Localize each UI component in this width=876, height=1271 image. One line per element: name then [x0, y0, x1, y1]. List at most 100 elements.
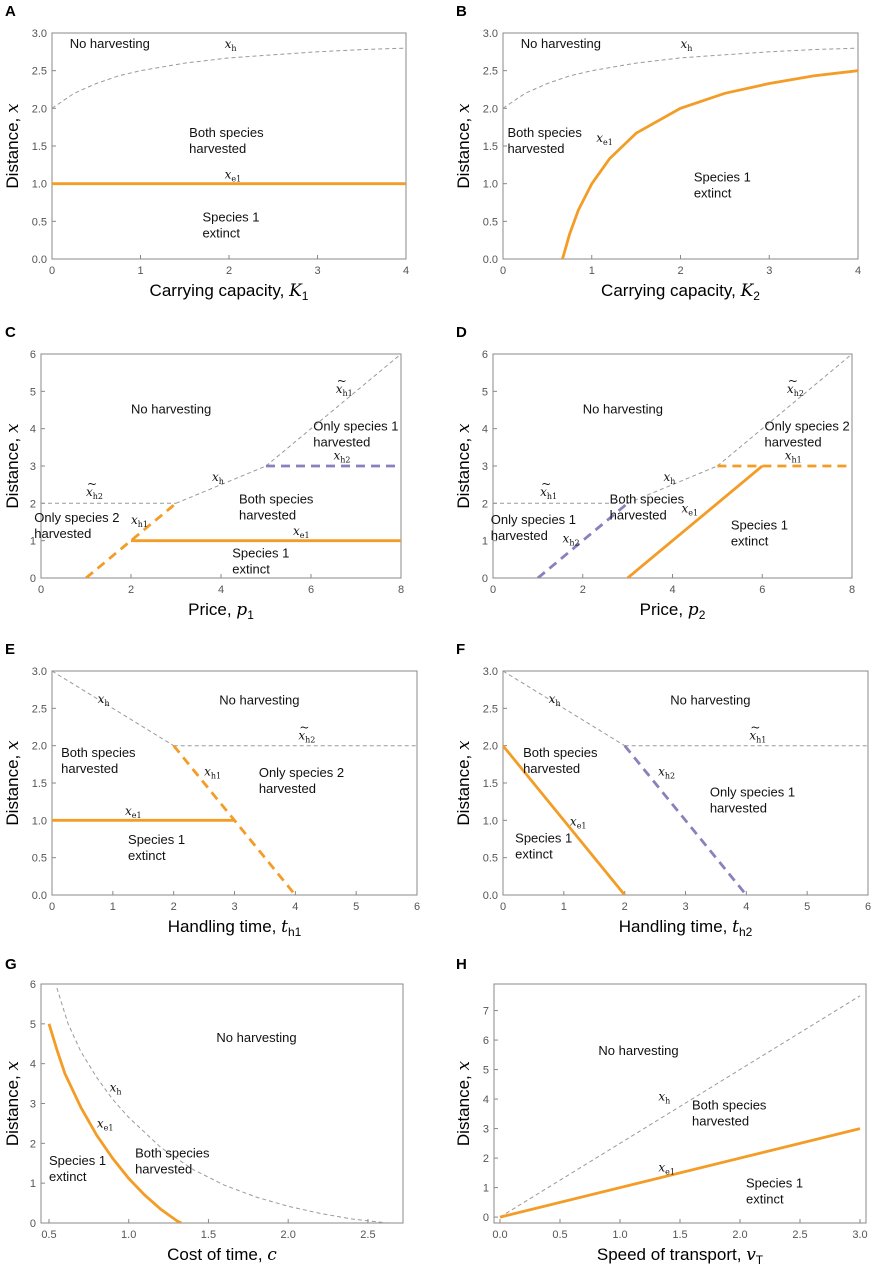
x-tick-label: 0.0: [492, 1229, 507, 1241]
curve-label-e1: xe1: [681, 502, 698, 518]
x-tick-label: 8: [398, 584, 404, 596]
y-tick-label: 2.0: [483, 103, 498, 115]
x-tick-label: 1: [561, 901, 567, 913]
curve-label-h2: xh2: [658, 765, 675, 781]
x-tick-label: 5: [353, 901, 359, 913]
x-tick-label: 0: [500, 901, 506, 913]
x-tick-label: 2: [622, 901, 628, 913]
y-tick-label: 3.0: [483, 28, 498, 40]
curve-label-e1: xe1: [293, 524, 310, 540]
x-tick-label: 0.5: [552, 1229, 567, 1241]
region-label: Both species harvested: [610, 491, 685, 522]
y-tick-label: 1: [483, 1183, 489, 1195]
series-x-h: [52, 671, 174, 747]
y-tick-label: 2.5: [32, 703, 47, 715]
y-axis-label: Distance, x: [3, 1061, 23, 1147]
x-tick-label: 4: [403, 265, 409, 277]
x-axis-label: Cost of time, c: [167, 1245, 277, 1265]
x-tick-label: 3: [314, 265, 320, 277]
x-axis-label: Price, p2: [640, 600, 706, 622]
curve-label-e1: xe1: [596, 131, 613, 147]
curve-label-e1: xe1: [125, 804, 142, 820]
y-tick-label: 1: [30, 1178, 36, 1190]
region-label: Both species harvested: [61, 745, 136, 776]
y-tick-label: 0.5: [483, 853, 498, 865]
y-tick-label: 0: [30, 1218, 36, 1230]
curve-label-h1-tilde: ~: [541, 477, 551, 491]
curve-label-e1: xe1: [225, 167, 242, 183]
curve-label-h1: xh1: [785, 449, 802, 465]
y-tick-label: 3: [482, 461, 488, 473]
series-x-h1: [85, 502, 177, 578]
x-tick-label: 0: [49, 901, 55, 913]
x-tick-label: 0: [49, 265, 55, 277]
x-tick-label: 2: [677, 265, 683, 277]
y-tick-label: 2.0: [32, 741, 47, 753]
y-tick-label: 0.0: [483, 890, 498, 902]
y-tick-label: 2.0: [32, 103, 47, 115]
plot-frame: [40, 983, 404, 1224]
region-label: Only species 1 harvested: [313, 419, 398, 450]
region-label: Species 1 extinct: [49, 1153, 106, 1184]
y-tick-label: 3: [483, 1124, 489, 1136]
y-tick-label: 0.5: [32, 216, 47, 228]
y-tick-label: 1.0: [483, 815, 498, 827]
x-axis-label: Carrying capacity, K1: [150, 281, 309, 303]
panel-c: C 0 2 4 6 8 0 1 2 3 4 5 6 No harvesting Only species 1…: [3, 324, 404, 622]
series-x-e1: [499, 1127, 861, 1219]
curve-label-h2: xh2: [298, 729, 315, 745]
y-axis-label: Distance, x: [454, 740, 474, 826]
y-tick-label: 3.0: [483, 666, 498, 678]
curve-label-h: xh: [212, 470, 224, 486]
series-x-h: [503, 47, 858, 109]
series-x-h: [175, 465, 267, 504]
curve-label-h: xh: [681, 37, 693, 53]
y-tick-label: 1: [30, 536, 36, 548]
x-tick-label: 2.5: [360, 1229, 375, 1241]
panel-f: F 0 1 2 3 4 5 6 0.0 0.5 1.0 1.5 2.0 2.5 3.0 No harvesti…: [454, 641, 871, 939]
curve-label-h1: xh1: [204, 765, 221, 781]
panel-label: A: [5, 3, 16, 20]
curve-label-h2: xh2: [86, 485, 103, 501]
x-tick-label: 6: [308, 584, 314, 596]
y-tick-label: 2.5: [483, 66, 498, 78]
panel-label: G: [5, 956, 17, 973]
series-x-h2: [537, 502, 629, 578]
y-tick-label: 7: [483, 1006, 489, 1018]
region-label: No harvesting: [521, 36, 601, 51]
x-tick-label: 1.5: [201, 1229, 216, 1241]
y-tick-label: 2: [30, 1138, 36, 1150]
curve-label-h2: xh2: [563, 532, 580, 548]
region-label: No harvesting: [70, 36, 150, 51]
region-label: Only species 2 harvested: [34, 510, 119, 541]
series-x-e1: [47, 1023, 182, 1223]
x-tick-label: 1.5: [672, 1229, 687, 1241]
series-x-e1: [626, 464, 764, 578]
panel-label: E: [5, 641, 15, 658]
y-tick-label: 6: [483, 1035, 489, 1047]
panel-h: H 0.0 0.5 1.0 1.5 2.0 2.5 3.0 0 1 2 3 4 5 6 7 No harvest…: [454, 956, 868, 1267]
y-tick-label: 0.5: [483, 216, 498, 228]
x-tick-label: 1.0: [612, 1229, 627, 1241]
region-label: Both species harvested: [692, 1097, 767, 1128]
curve-label-h1: xh1: [540, 485, 557, 501]
y-tick-label: 1.5: [483, 141, 498, 153]
region-label: No harvesting: [131, 402, 211, 417]
y-tick-label: 5: [30, 1019, 36, 1031]
region-label: Both species harvested: [239, 491, 314, 522]
region-label: No harvesting: [219, 693, 299, 708]
x-tick-label: 1: [589, 265, 595, 277]
series-x-h: [52, 47, 406, 109]
y-axis-label: Distance, x: [454, 103, 474, 189]
y-tick-label: 1.0: [32, 179, 47, 191]
curve-label-h: xh: [110, 1081, 122, 1097]
y-tick-label: 2: [30, 498, 36, 510]
y-tick-label: 2: [483, 1153, 489, 1165]
x-tick-label: 3: [231, 901, 237, 913]
x-tick-label: 4: [292, 901, 298, 913]
x-tick-label: 3.0: [852, 1229, 867, 1241]
y-tick-label: 4: [482, 424, 488, 436]
panel-label: D: [456, 324, 467, 341]
x-tick-label: 6: [414, 901, 420, 913]
